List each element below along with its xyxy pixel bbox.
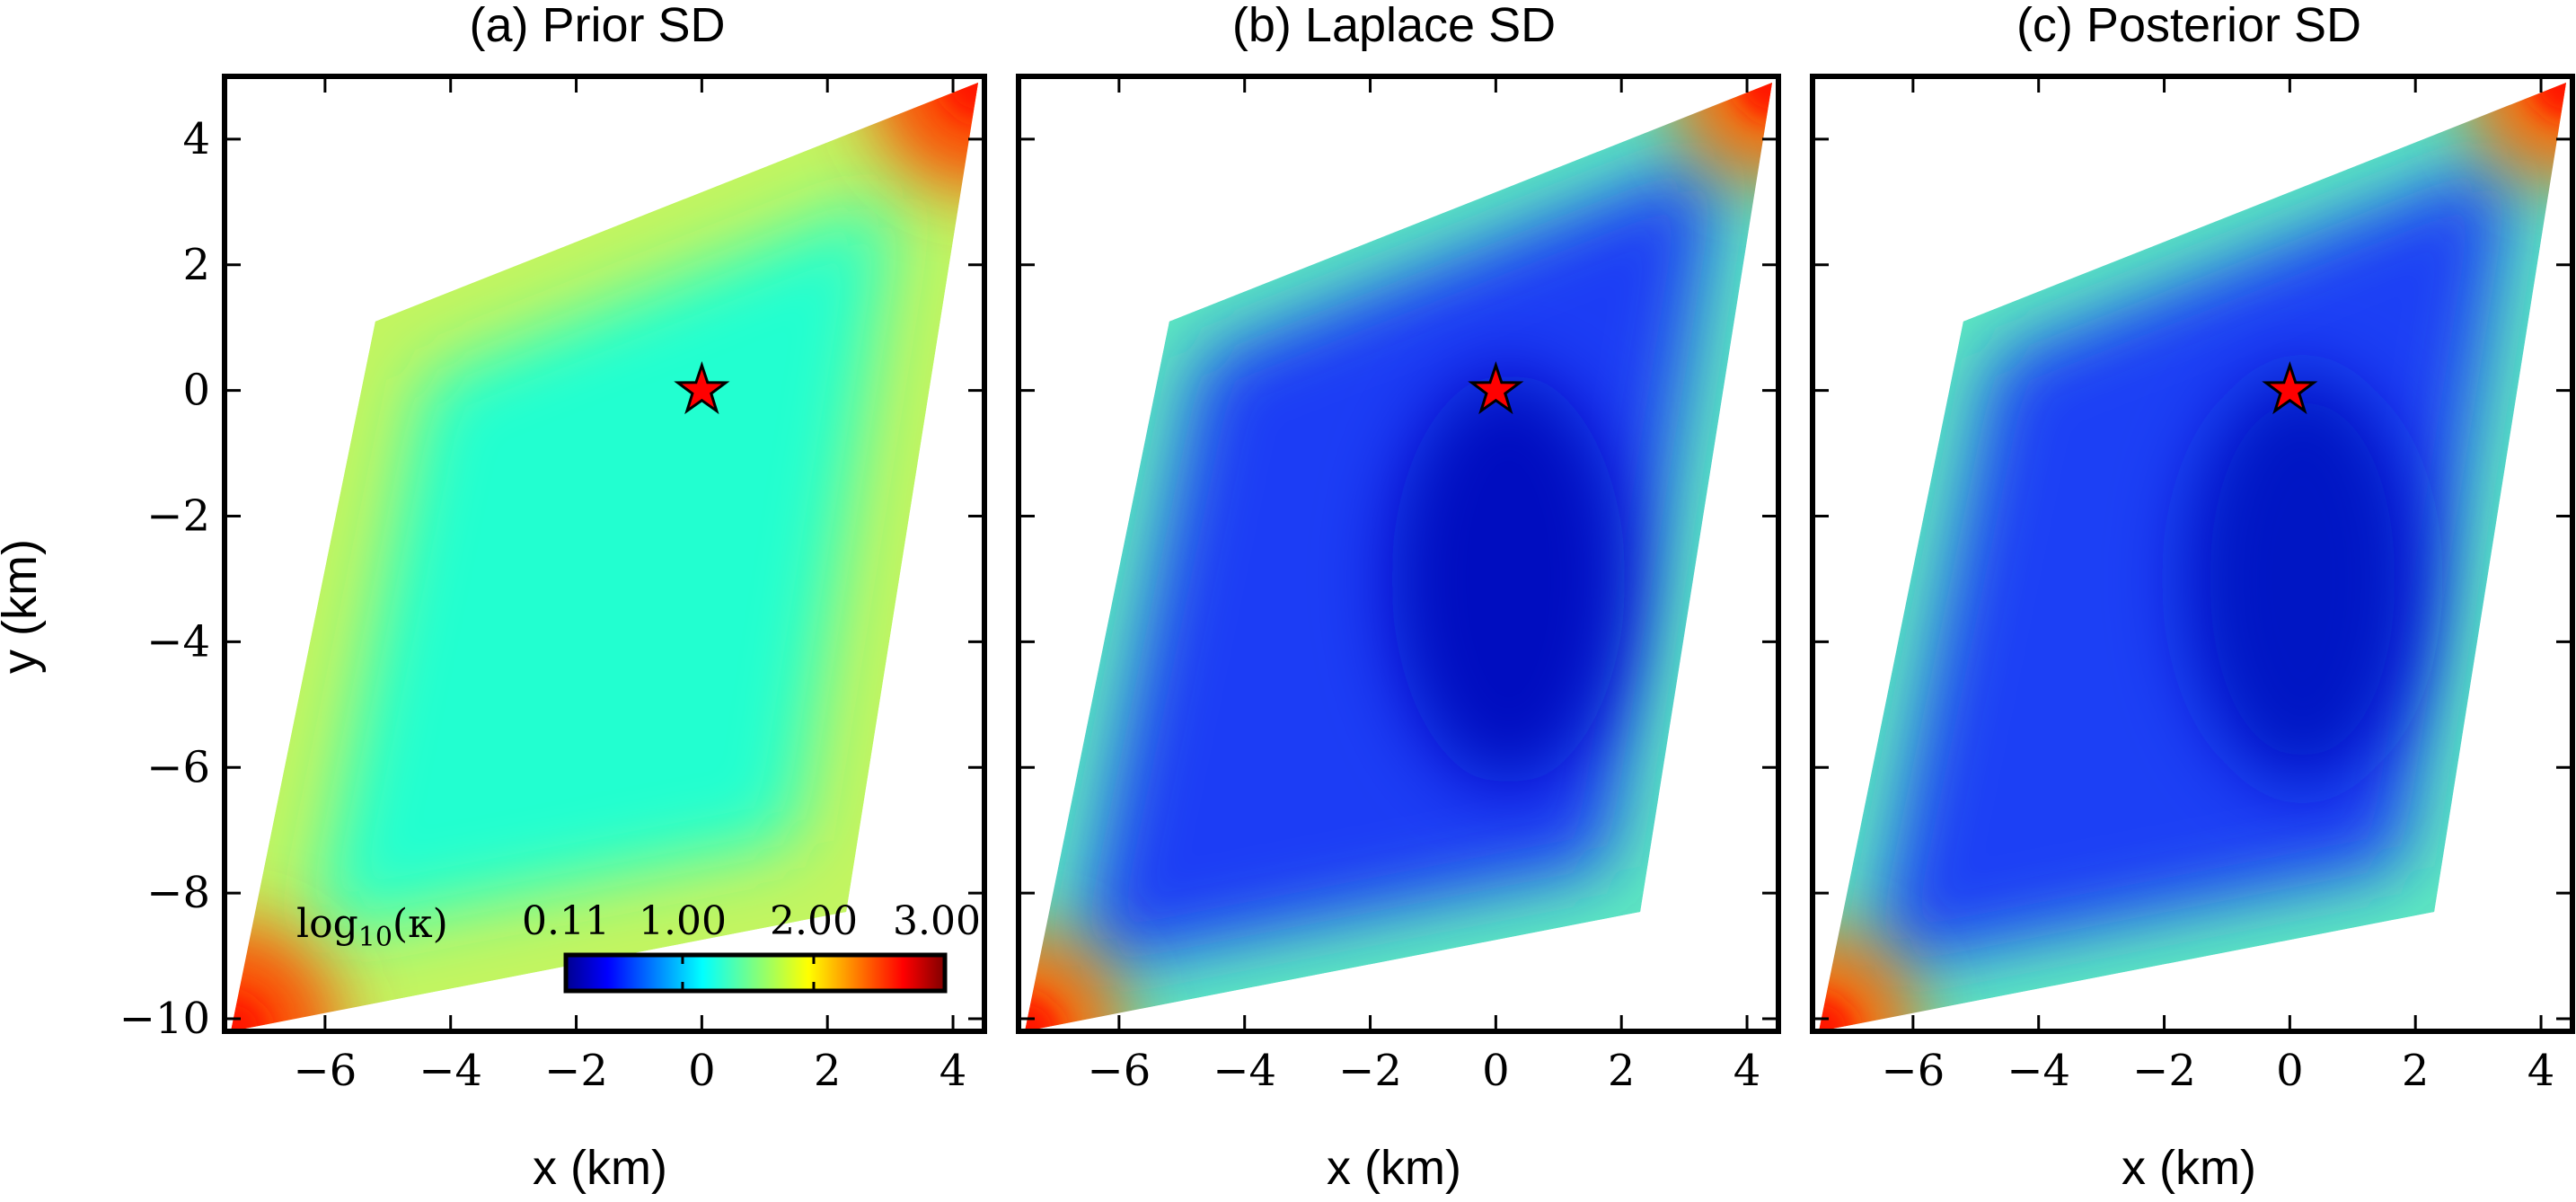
- x-tick-label: −2: [544, 1046, 608, 1096]
- colorbar-label: log10(κ): [296, 901, 448, 953]
- panel-c: (c) Posterior SD: [1810, 0, 2575, 1195]
- y-tick-label: −4: [146, 616, 210, 667]
- x-tick-label: −4: [1213, 1046, 1276, 1096]
- colorbar-ticks: 0.11 1.00 2.00 3.00: [522, 898, 981, 991]
- colorbar: log10(κ) 0.11 1.00 2.00 3.00: [296, 898, 981, 994]
- panel-a-plot-area: −6 −4 −2 0 2 4 4 2 0 −2 −4 −6 −8 −10: [119, 74, 987, 1096]
- panel-c-plot-area: −6 −4 −2 0 2 4: [1810, 74, 2575, 1096]
- x-tick-label: 4: [2527, 1046, 2555, 1096]
- colorbar-tick-label: 0.11: [522, 898, 610, 944]
- panel-a-corner-core: [231, 83, 978, 1031]
- y-tick-label: 2: [182, 240, 210, 290]
- x-tick-label: 4: [1734, 1046, 1761, 1096]
- x-tick-label: 2: [1608, 1046, 1636, 1096]
- panel-b-event-star: [1468, 361, 1524, 415]
- panel-a-frame: [222, 74, 987, 1034]
- panel-b-ticks: −6 −4 −2 0 2 4: [1019, 76, 1778, 1096]
- panel-a-corner-glow: [231, 83, 978, 1031]
- panel-c-frame: [1810, 74, 2575, 1034]
- x-tick-label: −6: [1087, 1046, 1151, 1096]
- panel-a-ticks: −6 −4 −2 0 2 4 4 2 0 −2 −4 −6 −8 −10: [119, 76, 984, 1096]
- panel-b-title: (b) Laplace SD: [1232, 0, 1556, 52]
- panel-b-plot-area: −6 −4 −2 0 2 4: [1016, 74, 1781, 1096]
- y-axis-label: y (km): [0, 539, 47, 674]
- x-tick-label: −4: [419, 1046, 482, 1096]
- x-tick-label: 2: [2402, 1046, 2430, 1096]
- x-tick-label: −2: [2132, 1046, 2196, 1096]
- panel-a-title: (a) Prior SD: [469, 0, 725, 52]
- panel-a-x-axis-label: x (km): [533, 1141, 667, 1195]
- panel-a-field-interior: [313, 193, 897, 934]
- x-tick-label: −2: [1338, 1046, 1402, 1096]
- panel-c-x-axis-label: x (km): [2122, 1141, 2256, 1195]
- colorbar-tick-label: 2.00: [770, 898, 858, 944]
- x-tick-label: 2: [814, 1046, 842, 1096]
- y-tick-label: 4: [182, 114, 210, 164]
- y-tick-label: 0: [182, 366, 210, 416]
- panel-b-frame: [1016, 74, 1781, 1034]
- panel-c-ticks: −6 −4 −2 0 2 4: [1813, 76, 2572, 1096]
- panel-b-x-axis-label: x (km): [1327, 1141, 1461, 1195]
- x-tick-label: 0: [688, 1046, 716, 1096]
- panel-b-corner-core: [1025, 83, 1772, 1031]
- x-tick-label: −6: [293, 1046, 357, 1096]
- x-tick-label: 0: [2276, 1046, 2304, 1096]
- y-tick-label: −6: [146, 742, 210, 792]
- panel-b: (b) Laplace SD: [1016, 0, 1781, 1195]
- colorbar-tick-label: 3.00: [893, 898, 981, 944]
- panel-b-corner-glow: [1025, 83, 1772, 1031]
- panel-c-title: (c) Posterior SD: [2016, 0, 2361, 52]
- panel-c-corner-glow: [1819, 83, 2566, 1031]
- panel-c-corner-core: [1819, 83, 2566, 1031]
- panel-a-event-star: [674, 361, 730, 415]
- colorbar-bar: [563, 952, 948, 994]
- colorbar-tick-label: 1.00: [639, 898, 727, 944]
- y-tick-label: −10: [119, 994, 210, 1044]
- x-tick-label: −4: [2007, 1046, 2070, 1096]
- panel-c-dark-core: [2185, 372, 2420, 786]
- x-tick-label: 0: [1482, 1046, 1510, 1096]
- y-tick-label: −8: [146, 868, 210, 918]
- panel-a: (a) Prior SD −6 −4 −2 0 2 4 4 2 0 −2 −4 −6 −8 −10: [0, 0, 987, 1195]
- x-tick-label: −6: [1881, 1046, 1945, 1096]
- panel-c-event-star: [2262, 361, 2318, 415]
- panel-b-dark-core: [1391, 372, 1626, 786]
- x-tick-label: 4: [940, 1046, 967, 1096]
- y-tick-label: −2: [146, 491, 210, 542]
